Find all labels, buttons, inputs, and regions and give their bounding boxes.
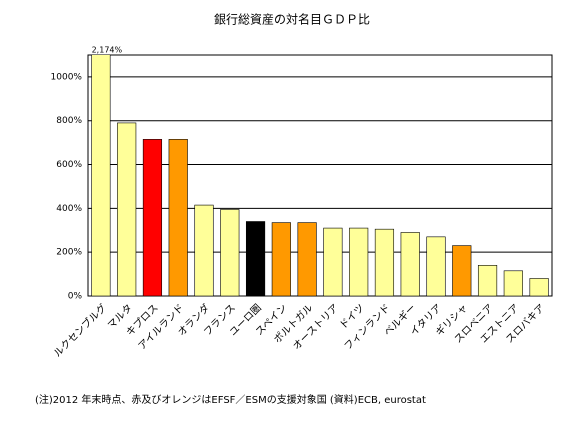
bar [349, 227, 369, 296]
bar [271, 222, 291, 296]
bar [168, 139, 188, 296]
y-tick-label: 400% [56, 204, 82, 214]
bar [323, 227, 343, 296]
bar [297, 222, 317, 296]
bars [91, 55, 549, 296]
bar [477, 265, 498, 296]
bar [529, 278, 549, 296]
y-tick-label: 1000% [51, 72, 83, 82]
value-label: 2,174% [92, 46, 123, 55]
bar [374, 228, 395, 296]
chart-title: 銀行総資産の対名目ＧＤＰ比 [214, 12, 370, 27]
bar [426, 236, 446, 296]
y-tick-label: 200% [56, 248, 82, 258]
bar [117, 122, 137, 296]
footnote: (注)2012 年末時点、赤及びオレンジはEFSF／ESMの支援対象国 (資料)… [35, 393, 426, 406]
y-tick-label: 800% [56, 116, 82, 126]
x-tick-label: ルクセンブルグ [51, 301, 109, 359]
bar [452, 245, 472, 296]
bar [220, 209, 240, 296]
bar [142, 139, 163, 296]
bar [245, 221, 266, 296]
bar [194, 204, 214, 296]
bar [503, 270, 523, 296]
bar [400, 232, 420, 296]
plot-border [87, 54, 553, 297]
y-tick-label: 0% [68, 292, 83, 302]
bar [91, 55, 111, 296]
y-tick-label: 600% [56, 160, 82, 170]
